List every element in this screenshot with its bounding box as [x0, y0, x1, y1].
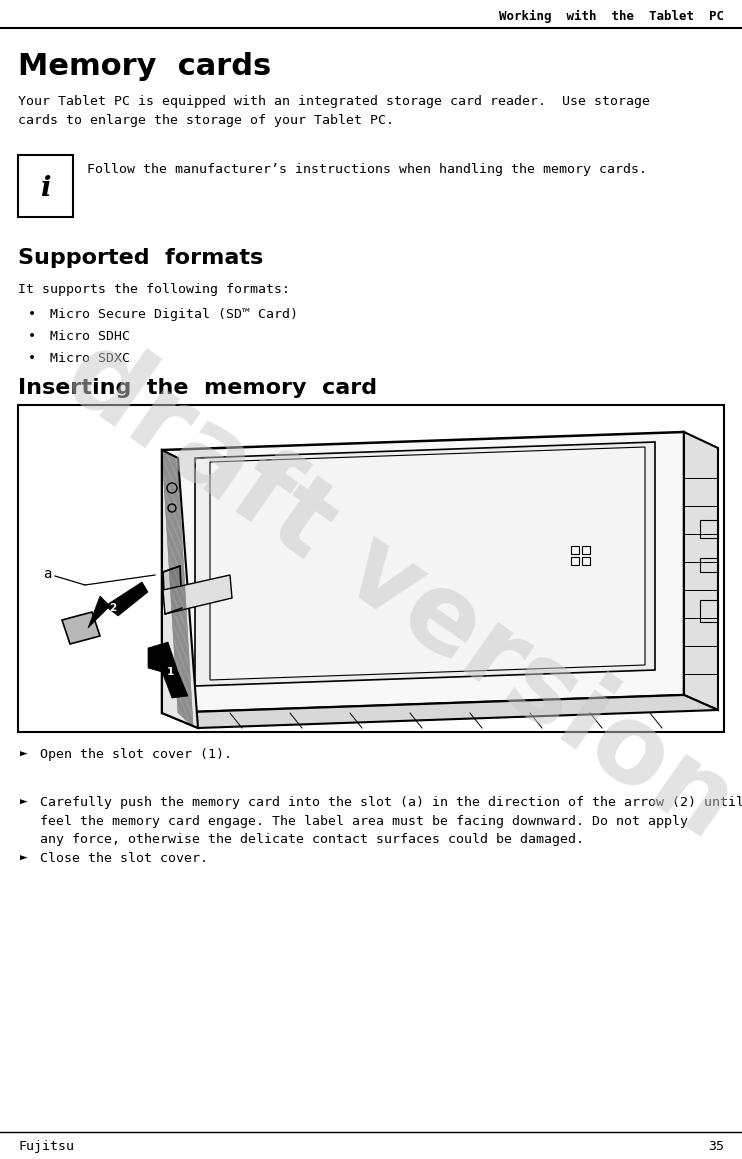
Text: ►: ►	[20, 852, 27, 865]
Text: ►: ►	[20, 796, 27, 809]
Bar	[700, 520, 718, 538]
Text: Micro SDHC: Micro SDHC	[50, 330, 130, 343]
Text: •: •	[28, 330, 36, 343]
Text: •: •	[28, 352, 36, 365]
Text: Memory  cards: Memory cards	[18, 52, 272, 81]
Polygon shape	[163, 575, 232, 614]
Polygon shape	[62, 612, 100, 644]
Polygon shape	[162, 450, 198, 728]
Bar	[582, 557, 590, 564]
Bar	[571, 557, 579, 564]
Text: •: •	[28, 308, 36, 321]
Polygon shape	[684, 432, 718, 710]
Polygon shape	[88, 582, 148, 628]
Text: 2: 2	[109, 603, 116, 613]
Text: ►: ►	[20, 748, 27, 761]
Polygon shape	[195, 442, 655, 686]
Bar	[700, 557, 718, 573]
Text: a: a	[44, 567, 52, 581]
Text: Working  with  the  Tablet  PC: Working with the Tablet PC	[499, 10, 724, 23]
Text: Your Tablet PC is equipped with an integrated storage card reader.  Use storage
: Your Tablet PC is equipped with an integ…	[18, 95, 650, 127]
Text: 1: 1	[166, 666, 174, 677]
Bar	[700, 600, 718, 622]
Bar	[18, 155, 73, 217]
Polygon shape	[162, 432, 684, 713]
Text: Follow the manufacturer’s instructions when handling the memory cards.: Follow the manufacturer’s instructions w…	[87, 163, 647, 176]
Bar	[571, 546, 579, 554]
Text: Open the slot cover (1).: Open the slot cover (1).	[40, 748, 232, 761]
Bar	[582, 546, 590, 554]
Polygon shape	[163, 566, 182, 614]
Text: It supports the following formats:: It supports the following formats:	[18, 283, 290, 296]
Polygon shape	[148, 642, 188, 698]
Text: Supported  formats: Supported formats	[18, 248, 263, 268]
Text: Fujitsu: Fujitsu	[18, 1140, 74, 1153]
Text: Inserting  the  memory  card: Inserting the memory card	[18, 378, 377, 398]
Text: Close the slot cover.: Close the slot cover.	[40, 852, 208, 865]
Polygon shape	[162, 695, 718, 728]
Text: Carefully push the memory card into the slot (a) in the direction of the arrow (: Carefully push the memory card into the …	[40, 796, 742, 846]
Polygon shape	[210, 447, 645, 680]
Text: 35: 35	[708, 1140, 724, 1153]
Text: draft version: draft version	[45, 320, 742, 860]
Bar	[18, 404, 724, 732]
Text: Micro SDXC: Micro SDXC	[50, 352, 130, 365]
Text: Micro Secure Digital (SD™ Card): Micro Secure Digital (SD™ Card)	[50, 308, 298, 321]
Text: i: i	[40, 175, 50, 202]
